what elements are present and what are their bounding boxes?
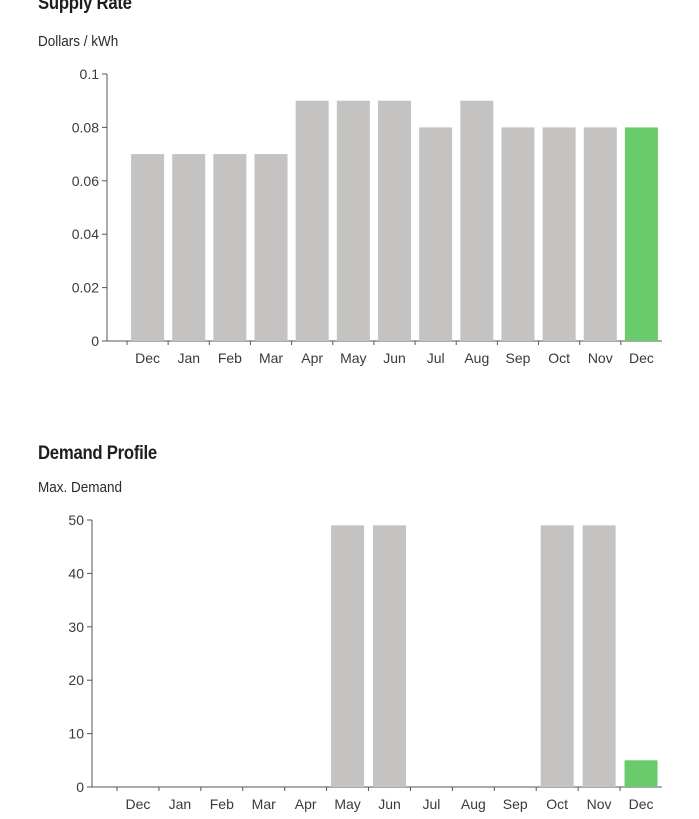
x-tick-label: Jul: [427, 350, 445, 366]
x-tick-label: Sep: [506, 350, 531, 366]
bar: [460, 100, 494, 341]
y-tick-label: 50: [68, 512, 84, 528]
y-tick-label: 10: [68, 726, 84, 742]
x-tick-label: Feb: [210, 796, 234, 812]
x-tick-label: Apr: [301, 350, 323, 366]
x-tick-label: Jun: [378, 796, 401, 812]
x-tick-label: Feb: [218, 350, 242, 366]
bar: [501, 127, 535, 342]
x-tick-label: Jan: [177, 350, 200, 366]
bar: [542, 127, 576, 342]
x-tick-label: Jun: [383, 350, 406, 366]
chart-title: Supply Rate: [38, 0, 132, 14]
x-tick-label: May: [334, 796, 360, 812]
bar: [213, 154, 247, 341]
x-tick-label: Jan: [169, 796, 192, 812]
x-tick-label: Jul: [422, 796, 440, 812]
x-tick-label: Dec: [629, 796, 654, 812]
bar: [336, 100, 370, 341]
y-tick-label: 0: [76, 779, 84, 795]
x-tick-label: Nov: [588, 350, 613, 366]
bar: [624, 760, 658, 787]
x-tick-label: Oct: [546, 796, 568, 812]
x-tick-label: Nov: [587, 796, 612, 812]
x-tick-label: Aug: [464, 350, 489, 366]
chart-title: Demand Profile: [38, 443, 157, 464]
y-axis-label: Max. Demand: [38, 479, 123, 496]
bar: [540, 525, 574, 787]
bar: [172, 154, 206, 341]
y-tick-label: 0.08: [72, 119, 99, 135]
bar: [254, 154, 288, 341]
bar: [131, 154, 165, 341]
x-tick-label: Dec: [126, 796, 151, 812]
y-tick-label: 30: [68, 619, 84, 635]
y-tick-label: 0.02: [72, 280, 99, 296]
x-tick-label: Dec: [135, 350, 160, 366]
x-tick-label: Mar: [259, 350, 283, 366]
x-tick-label: May: [340, 350, 366, 366]
y-axis-label: Dollars / kWh: [38, 33, 119, 50]
y-tick-label: 20: [68, 672, 84, 688]
y-tick-label: 40: [68, 565, 84, 581]
demand-profile-chart: 0 10 20 30 40 50 Dec Jan Feb Mar Apr May Jun Jul Aug Se…: [68, 512, 662, 812]
y-tick-label: 0.06: [72, 173, 99, 189]
y-tick-label: 0: [91, 333, 99, 349]
bar: [419, 127, 453, 342]
x-tick-label: Oct: [548, 350, 570, 366]
supply-rate-chart: 0 0.02 0.04 0.06 0.08 0.1 Dec Jan Feb Mar Apr May Ju…: [72, 66, 662, 366]
bar: [583, 127, 617, 342]
x-tick-label: Apr: [295, 796, 317, 812]
y-tick-label: 0.1: [80, 66, 100, 82]
x-tick-label: Mar: [252, 796, 276, 812]
bar: [295, 100, 329, 341]
x-tick-label: Sep: [503, 796, 528, 812]
bar: [378, 100, 411, 341]
x-tick-label: Dec: [629, 350, 654, 366]
bar: [331, 525, 365, 787]
bar: [624, 127, 658, 342]
bar: [373, 525, 406, 787]
bar: [582, 525, 616, 787]
x-tick-label: Aug: [461, 796, 486, 812]
y-tick-label: 0.04: [72, 226, 99, 242]
